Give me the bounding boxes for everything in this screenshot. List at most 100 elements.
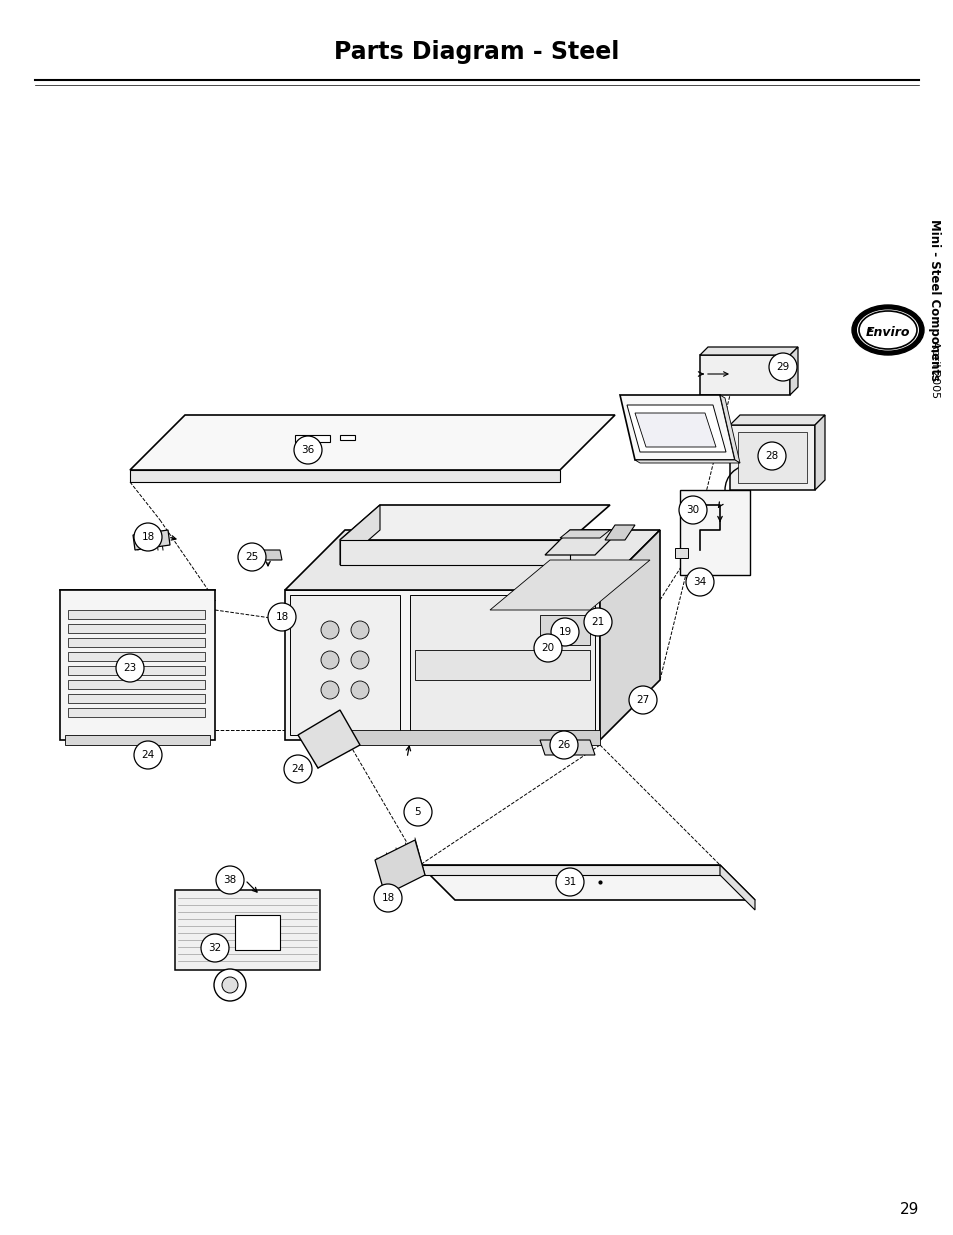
Circle shape — [556, 868, 583, 897]
Circle shape — [213, 969, 246, 1002]
Circle shape — [133, 741, 162, 769]
Polygon shape — [257, 550, 282, 559]
Text: 34: 34 — [693, 577, 706, 587]
Polygon shape — [604, 525, 635, 540]
Polygon shape — [814, 415, 824, 490]
Circle shape — [215, 866, 244, 894]
Circle shape — [268, 603, 295, 631]
Circle shape — [320, 651, 338, 669]
Polygon shape — [68, 666, 205, 676]
Text: 28: 28 — [764, 451, 778, 461]
Text: 24: 24 — [141, 750, 154, 760]
Text: 18: 18 — [275, 613, 289, 622]
Polygon shape — [635, 459, 740, 463]
Polygon shape — [700, 354, 789, 395]
Text: 31: 31 — [563, 877, 576, 887]
Text: 26: 26 — [557, 740, 570, 750]
Text: 32: 32 — [208, 944, 221, 953]
Circle shape — [284, 755, 312, 783]
Text: 38: 38 — [223, 876, 236, 885]
Circle shape — [237, 543, 266, 571]
Polygon shape — [339, 540, 569, 564]
Polygon shape — [419, 864, 720, 876]
Polygon shape — [729, 425, 814, 490]
Text: 18: 18 — [381, 893, 395, 903]
Circle shape — [351, 621, 369, 638]
Circle shape — [294, 436, 322, 464]
Polygon shape — [720, 864, 754, 910]
Text: Parts Diagram - Steel: Parts Diagram - Steel — [334, 40, 619, 64]
Circle shape — [758, 442, 785, 471]
Polygon shape — [68, 638, 205, 647]
Polygon shape — [679, 490, 749, 576]
Circle shape — [320, 680, 338, 699]
Text: 5: 5 — [415, 806, 421, 818]
Polygon shape — [285, 530, 659, 590]
Circle shape — [628, 685, 657, 714]
Circle shape — [222, 977, 237, 993]
Polygon shape — [738, 432, 806, 483]
Polygon shape — [294, 435, 330, 442]
Circle shape — [133, 522, 162, 551]
Polygon shape — [130, 471, 559, 482]
Polygon shape — [339, 435, 355, 440]
Circle shape — [583, 608, 612, 636]
Polygon shape — [559, 530, 609, 538]
Text: 21: 21 — [591, 618, 604, 627]
Text: 24: 24 — [291, 764, 304, 774]
Polygon shape — [544, 530, 619, 555]
Circle shape — [351, 651, 369, 669]
Polygon shape — [68, 694, 205, 703]
Polygon shape — [635, 412, 716, 447]
Polygon shape — [65, 735, 210, 745]
Circle shape — [374, 884, 401, 911]
Polygon shape — [720, 395, 740, 463]
Text: 30: 30 — [686, 505, 699, 515]
Polygon shape — [297, 710, 359, 768]
Polygon shape — [419, 864, 754, 900]
Polygon shape — [675, 548, 687, 558]
Circle shape — [351, 680, 369, 699]
Polygon shape — [539, 615, 589, 645]
Circle shape — [116, 655, 144, 682]
Polygon shape — [339, 505, 379, 564]
Ellipse shape — [856, 310, 918, 351]
Circle shape — [550, 731, 578, 760]
Circle shape — [679, 496, 706, 524]
Polygon shape — [68, 680, 205, 689]
Text: 23: 23 — [123, 663, 136, 673]
Polygon shape — [789, 347, 797, 395]
Polygon shape — [339, 505, 609, 540]
Polygon shape — [68, 624, 205, 634]
Circle shape — [320, 621, 338, 638]
Polygon shape — [539, 740, 595, 755]
Polygon shape — [68, 652, 205, 661]
Text: 18: 18 — [141, 532, 154, 542]
Text: 27: 27 — [636, 695, 649, 705]
Polygon shape — [60, 590, 214, 740]
Circle shape — [685, 568, 713, 597]
Circle shape — [534, 634, 561, 662]
Text: April 2005: April 2005 — [929, 341, 939, 399]
Polygon shape — [68, 610, 205, 619]
Ellipse shape — [851, 305, 923, 354]
Polygon shape — [619, 395, 734, 459]
Text: Enviro: Enviro — [864, 326, 909, 338]
Polygon shape — [132, 530, 170, 550]
Polygon shape — [410, 595, 595, 735]
Circle shape — [551, 618, 578, 646]
Text: 19: 19 — [558, 627, 571, 637]
Polygon shape — [290, 595, 399, 735]
Circle shape — [201, 934, 229, 962]
Polygon shape — [415, 650, 589, 680]
Text: 29: 29 — [776, 362, 789, 372]
Polygon shape — [285, 590, 599, 740]
Polygon shape — [729, 415, 824, 425]
Polygon shape — [375, 840, 424, 895]
Text: ✦: ✦ — [866, 327, 872, 333]
Text: 36: 36 — [301, 445, 314, 454]
Polygon shape — [68, 708, 205, 718]
Polygon shape — [234, 915, 280, 950]
Polygon shape — [130, 415, 615, 471]
Text: 25: 25 — [245, 552, 258, 562]
